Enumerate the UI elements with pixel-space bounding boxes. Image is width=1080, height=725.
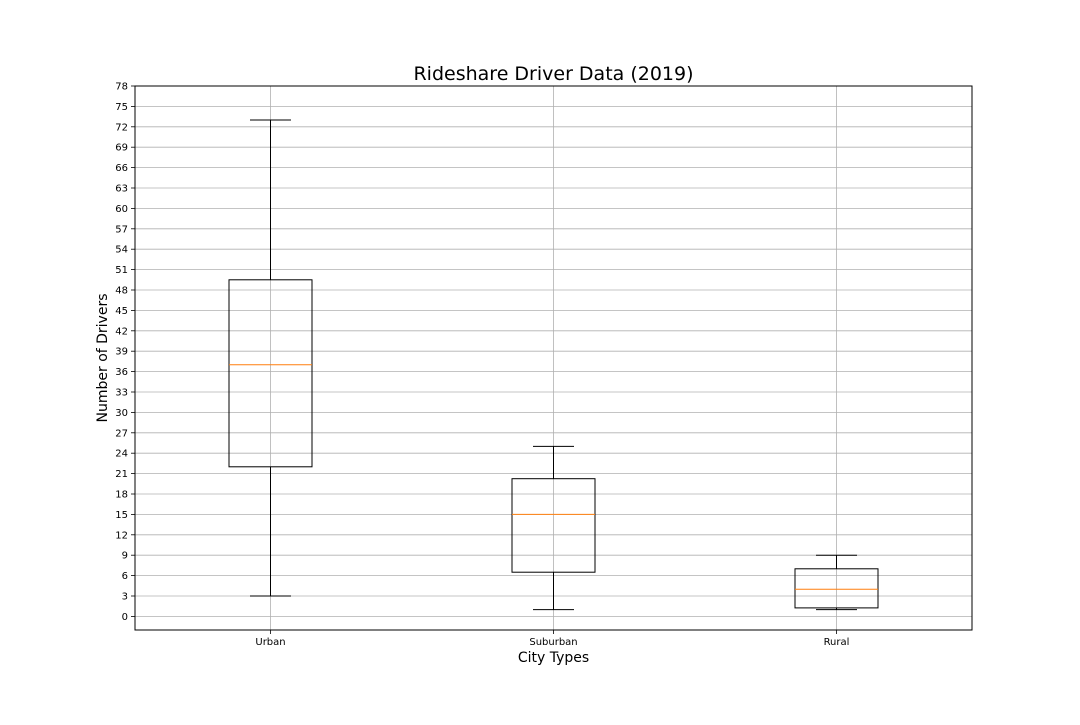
y-tick-label: 30 xyxy=(115,408,128,419)
chart-title: Rideshare Driver Data (2019) xyxy=(413,63,693,85)
y-axis-label: Number of Drivers xyxy=(95,293,111,422)
y-tick-label: 33 xyxy=(115,388,128,399)
x-tick-label: Urban xyxy=(255,637,285,648)
y-tick-label: 57 xyxy=(115,224,128,235)
y-tick-label: 21 xyxy=(115,469,128,480)
box-suburban xyxy=(511,445,596,611)
x-axis-label: City Types xyxy=(518,650,589,666)
y-tick-label: 9 xyxy=(122,551,128,562)
y-tick-label: 36 xyxy=(115,367,128,378)
y-tick-label: 69 xyxy=(115,143,128,154)
y-tick-label: 54 xyxy=(115,245,128,256)
box-iqr xyxy=(794,568,879,609)
y-tick-label: 72 xyxy=(115,122,128,133)
y-tick-label: 63 xyxy=(115,184,128,195)
y-tick-label: 0 xyxy=(122,612,128,623)
y-tick-label: 51 xyxy=(115,265,128,276)
y-tick-label: 15 xyxy=(115,510,128,521)
y-tick-label: 45 xyxy=(115,306,128,317)
y-tick-label: 3 xyxy=(122,592,128,603)
y-tick-label: 75 xyxy=(115,102,128,113)
y-tick-label: 12 xyxy=(115,530,128,541)
box-urban xyxy=(228,119,313,597)
y-tick-label: 48 xyxy=(115,286,128,297)
box-iqr xyxy=(511,478,596,573)
x-tick-label: Suburban xyxy=(529,637,577,648)
y-tick-label: 60 xyxy=(115,204,128,215)
y-tick-label: 42 xyxy=(115,326,128,337)
box-plots xyxy=(228,119,879,611)
y-tick-label: 66 xyxy=(115,163,128,174)
y-tick-label: 18 xyxy=(115,490,128,501)
box-iqr xyxy=(228,279,313,468)
y-axis-ticks: 0369121518212427303336394245485154576063… xyxy=(115,82,135,623)
box-rural xyxy=(794,554,879,611)
y-tick-label: 39 xyxy=(115,347,128,358)
x-tick-label: Rural xyxy=(824,637,850,648)
y-tick-label: 6 xyxy=(122,571,128,582)
grid-lines xyxy=(135,85,972,630)
y-tick-label: 24 xyxy=(115,449,128,460)
y-tick-label: 27 xyxy=(115,428,128,439)
y-tick-label: 78 xyxy=(115,82,128,93)
x-axis-ticks: Urban Suburban Rural xyxy=(255,630,849,648)
